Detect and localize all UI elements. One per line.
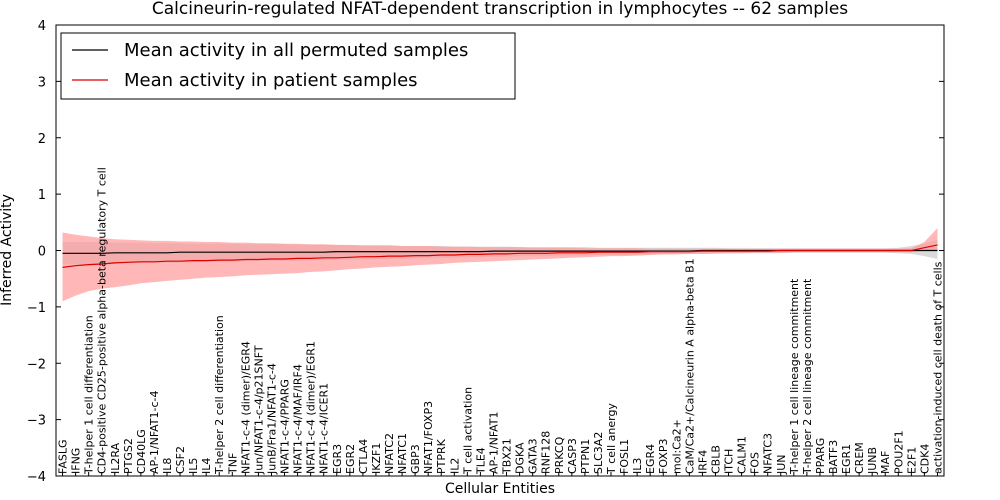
confidence-band-patient bbox=[62, 228, 938, 302]
x-category-label: mol:Ca2+ bbox=[670, 419, 683, 474]
y-tick-label: −4 bbox=[27, 470, 46, 485]
x-category-label: TNF bbox=[226, 453, 239, 475]
x-category-label: FOS bbox=[749, 452, 762, 474]
x-category-label: T-helper 1 cell differentiation bbox=[83, 315, 96, 475]
x-category-label: NFAT1-c-4/PPARG bbox=[279, 379, 292, 474]
x-axis-label: Cellular Entities bbox=[445, 481, 555, 497]
x-category-label: TLE4 bbox=[474, 447, 487, 475]
y-tick-label: 1 bbox=[38, 188, 46, 203]
x-category-label: JUNB bbox=[866, 447, 879, 475]
x-category-label: IL2RA bbox=[109, 442, 122, 474]
x-category-label: T cell anergy bbox=[605, 403, 618, 475]
x-category-label: PTPN1 bbox=[579, 439, 592, 474]
x-category-label: AP-1/NFAT1 bbox=[488, 411, 501, 474]
x-category-label: CSF2 bbox=[174, 446, 187, 474]
y-tick-label: −3 bbox=[27, 414, 46, 429]
x-category-label: ITCH bbox=[723, 449, 736, 474]
x-category-label: JUN bbox=[775, 454, 788, 475]
y-tick-label: 4 bbox=[38, 19, 46, 34]
x-category-label: NFATC2 bbox=[383, 433, 396, 474]
x-category-label: CD4-positive CD25-positive alpha-beta re… bbox=[96, 167, 109, 474]
x-category-label: PPARG bbox=[814, 438, 827, 474]
x-category-label: RNF128 bbox=[540, 431, 553, 474]
chart-title: Calcineurin-regulated NFAT-dependent tra… bbox=[152, 0, 848, 19]
x-category-label: E2F1 bbox=[905, 447, 918, 474]
x-category-label: CDK4 bbox=[918, 444, 931, 474]
x-category-label: NFAT1-c-4/MAF/IRF4 bbox=[292, 364, 305, 474]
x-category-label: T cell activation bbox=[461, 387, 474, 475]
x-category-label: activation-induced cell death of T cells bbox=[932, 261, 945, 474]
x-category-label: CBLB bbox=[710, 445, 723, 474]
y-tick-label: −2 bbox=[27, 357, 46, 372]
series-lines bbox=[62, 244, 938, 268]
y-tick-label: 3 bbox=[38, 75, 46, 90]
x-category-label: CTLA4 bbox=[357, 439, 370, 474]
x-category-label: NFAT1-c-4/ICER1 bbox=[318, 383, 331, 474]
confidence-bands bbox=[62, 228, 938, 302]
x-category-label: CALM1 bbox=[736, 436, 749, 474]
x-category-label: IL5 bbox=[187, 458, 200, 474]
x-category-label: T-helper 1 cell lineage commitment bbox=[788, 278, 801, 475]
x-category-label: FASLG bbox=[57, 440, 70, 474]
x-category-label: SLC3A2 bbox=[592, 432, 605, 474]
x-category-label: IL3 bbox=[631, 458, 644, 474]
x-category-label: NFATC1 bbox=[396, 433, 409, 474]
x-category-label: NFAT1-c-4 (dimer)/EGR1 bbox=[305, 341, 318, 474]
x-category-label: NFAT1/FOXP3 bbox=[422, 401, 435, 474]
x-category-label: EGR2 bbox=[344, 444, 357, 474]
legend-label-patient: Mean activity in patient samples bbox=[124, 70, 418, 91]
legend-frame bbox=[60, 32, 516, 100]
x-category-label: CREM bbox=[853, 442, 866, 474]
x-category-label: TBX21 bbox=[501, 438, 514, 475]
x-category-label: PRKCQ bbox=[553, 436, 566, 474]
y-tick-label: −1 bbox=[27, 301, 46, 316]
y-tick-label: 2 bbox=[38, 132, 46, 147]
x-axis bbox=[62, 472, 938, 476]
x-category-label: IRF4 bbox=[696, 450, 709, 474]
x-category-label: GATA3 bbox=[527, 438, 540, 474]
x-category-label: T-helper 2 cell differentiation bbox=[213, 315, 226, 475]
x-category-label: CASP3 bbox=[566, 438, 579, 474]
y-axis: 4 3 2 1 0 −1 −2 −3 −4 bbox=[27, 19, 944, 485]
x-category-label: POU2F1 bbox=[892, 430, 905, 474]
x-category-label: EGR3 bbox=[331, 444, 344, 474]
x-category-label: FOSL1 bbox=[618, 439, 631, 474]
x-category-labels: FASLG IFNG T-helper 1 cell differentiation… bbox=[57, 167, 945, 475]
x-category-label: IL8 bbox=[161, 458, 174, 474]
x-category-label: FOXP3 bbox=[657, 439, 670, 474]
x-category-label: IL4 bbox=[200, 458, 213, 474]
x-category-label: IFNG bbox=[70, 448, 83, 474]
x-category-label: MAF bbox=[879, 451, 892, 474]
x-category-label: Jun/NFAT1-c-4/p21SNFT bbox=[252, 345, 265, 475]
y-axis-label: Inferred Activity bbox=[0, 194, 15, 306]
x-category-label: IKZF1 bbox=[370, 443, 383, 474]
x-category-label: EGR1 bbox=[840, 444, 853, 474]
legend-label-permuted: Mean activity in all permuted samples bbox=[124, 40, 468, 61]
x-category-label: DGKA bbox=[514, 442, 527, 474]
x-category-label: CaM/Ca2+/Calcineurin A alpha-beta B1 bbox=[683, 258, 696, 474]
x-category-label: GBP3 bbox=[409, 444, 422, 474]
series-line-patient bbox=[62, 244, 938, 268]
x-category-label: PTPRK bbox=[435, 438, 448, 474]
x-category-label: JunB/Fra1/NFAT1-c-4 bbox=[266, 363, 279, 475]
x-category-label: IL2 bbox=[448, 458, 461, 474]
x-category-label: AP-1/NFAT1-c-4 bbox=[148, 390, 161, 474]
x-category-label: CD40LG bbox=[135, 429, 148, 474]
x-category-label: BATF3 bbox=[827, 440, 840, 474]
legend: Mean activity in all permuted samples Me… bbox=[60, 32, 516, 100]
x-category-label: NFATC3 bbox=[762, 433, 775, 474]
x-category-label: EGR4 bbox=[644, 444, 657, 474]
x-category-label: T-helper 2 cell lineage commitment bbox=[801, 278, 814, 475]
y-tick-label: 0 bbox=[38, 245, 46, 260]
x-category-label: PTGS2 bbox=[122, 438, 135, 474]
x-category-label: NFAT1-c-4 (dimer)/EGR4 bbox=[239, 341, 252, 474]
